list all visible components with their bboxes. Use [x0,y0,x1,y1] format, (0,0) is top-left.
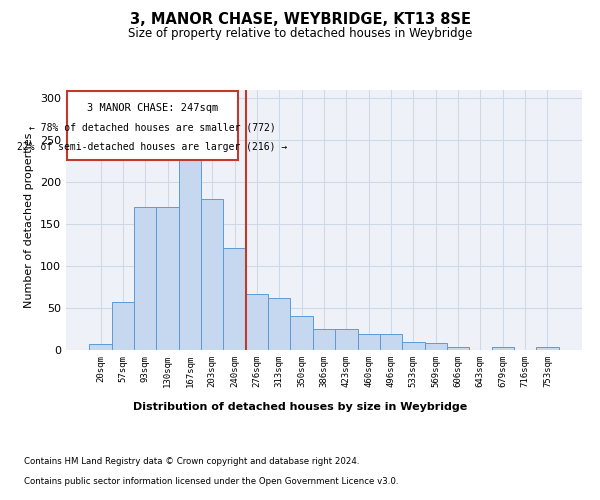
Bar [447,348,469,350]
Bar [89,344,112,350]
Bar [201,199,223,350]
Bar [358,334,380,350]
Bar [112,302,134,350]
Text: 22% of semi-detached houses are larger (216) →: 22% of semi-detached houses are larger (… [17,142,287,152]
Bar [157,206,179,350]
Text: Contains public sector information licensed under the Open Government Licence v3: Contains public sector information licen… [24,478,398,486]
Bar [380,334,402,350]
Text: Contains HM Land Registry data © Crown copyright and database right 2024.: Contains HM Land Registry data © Crown c… [24,458,359,466]
Text: ← 78% of detached houses are smaller (772): ← 78% of detached houses are smaller (77… [29,122,276,132]
Bar [134,206,157,350]
Bar [402,342,425,350]
Bar [268,298,290,350]
Bar [290,316,313,350]
Text: Size of property relative to detached houses in Weybridge: Size of property relative to detached ho… [128,28,472,40]
Bar [536,348,559,350]
Bar [223,248,246,350]
Text: 3, MANOR CHASE, WEYBRIDGE, KT13 8SE: 3, MANOR CHASE, WEYBRIDGE, KT13 8SE [130,12,470,28]
Bar [335,329,358,350]
Text: 3 MANOR CHASE: 247sqm: 3 MANOR CHASE: 247sqm [87,103,218,113]
FancyBboxPatch shape [67,92,238,160]
Bar [179,160,201,350]
Bar [491,346,514,350]
Y-axis label: Number of detached properties: Number of detached properties [25,132,34,308]
Bar [246,294,268,350]
Bar [313,329,335,350]
Bar [425,344,447,350]
Text: Distribution of detached houses by size in Weybridge: Distribution of detached houses by size … [133,402,467,412]
